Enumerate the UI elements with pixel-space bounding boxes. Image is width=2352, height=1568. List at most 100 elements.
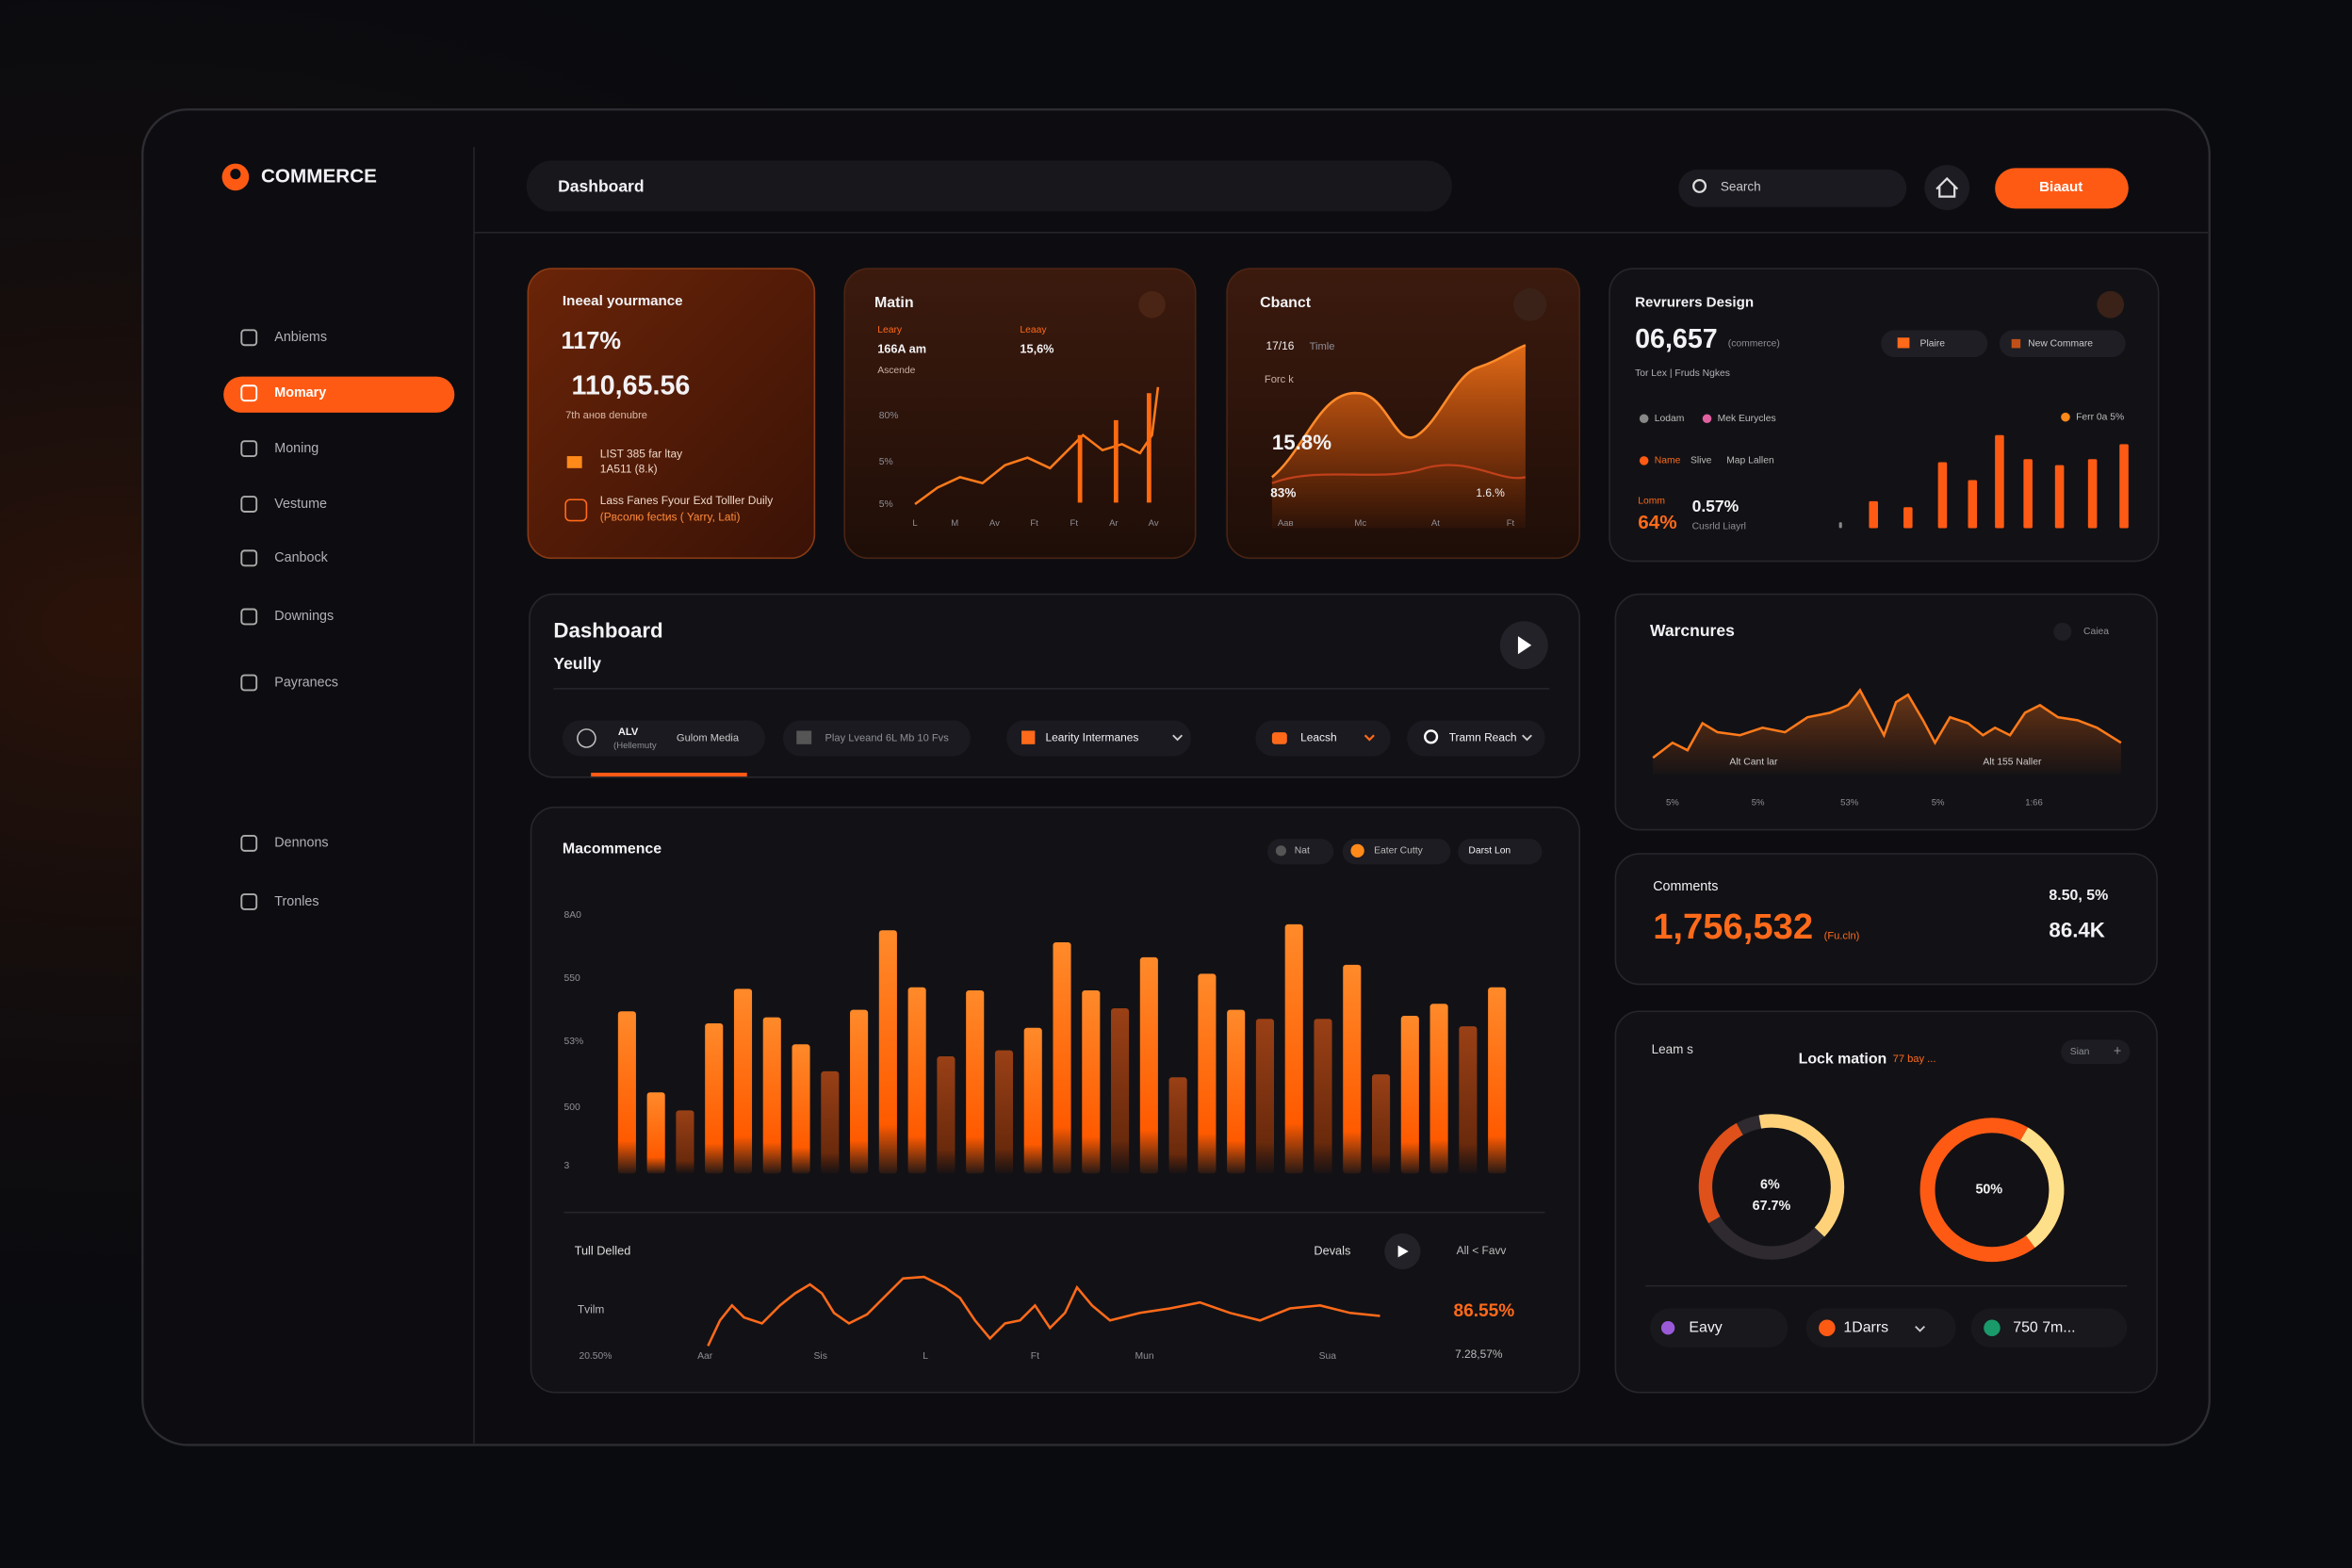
bar [1838, 522, 1842, 529]
bar [1023, 1027, 1042, 1174]
label: Av [989, 518, 1000, 529]
search-icon [1692, 178, 1707, 193]
label: Sis [814, 1351, 827, 1362]
label: All < Favv [1457, 1244, 1507, 1257]
legend-chip[interactable] [1805, 1308, 1956, 1348]
icon [577, 728, 596, 748]
label: Forc k [1265, 374, 1294, 385]
filter-chip[interactable] [1006, 720, 1191, 757]
bar [1459, 1026, 1478, 1174]
area-line [1652, 688, 2122, 760]
label: 5% [879, 499, 893, 510]
filter-chip[interactable] [782, 720, 971, 757]
chip[interactable] [1881, 330, 1988, 357]
bar [1139, 956, 1158, 1174]
label: Cusrld Liayrl [1692, 522, 1746, 532]
label: 5% [1666, 797, 1679, 808]
home-icon [1936, 176, 1959, 198]
filter-chip[interactable] [562, 720, 765, 757]
legend-chip[interactable] [1650, 1308, 1788, 1348]
area-line [1271, 344, 1527, 479]
bar [2054, 465, 2065, 529]
label: 166A am [877, 341, 926, 355]
label: 8A0 [564, 910, 582, 921]
chip[interactable] [2061, 1039, 2131, 1064]
label: Ineeal yourmance [563, 293, 683, 309]
label: 117% [561, 328, 621, 354]
spikes [1077, 393, 1152, 503]
tab-indicator [591, 773, 747, 777]
label: 1,756,532 [1653, 906, 1813, 947]
label: Ascende [877, 366, 915, 376]
search-box[interactable] [1678, 169, 1907, 207]
area-chart [1653, 690, 2121, 775]
label: Matin [874, 295, 914, 311]
card [1614, 853, 2158, 986]
home-button[interactable] [1924, 165, 1970, 210]
primary-button[interactable] [1995, 168, 2129, 209]
label: 5% [1932, 797, 1945, 808]
filter-chip[interactable] [1255, 720, 1391, 757]
bar [878, 930, 897, 1174]
card [843, 268, 1197, 560]
label: At [1431, 518, 1440, 529]
legend-dot [1984, 1319, 2001, 1336]
bar [1082, 989, 1101, 1174]
label: 7th aнов denubre [565, 410, 647, 421]
chip[interactable] [1999, 330, 2126, 357]
bar [1488, 987, 1507, 1174]
label: 1Darrs [1843, 1319, 1888, 1335]
label: 67.7% [1753, 1199, 1791, 1214]
nav-item: Moning [274, 441, 318, 456]
caret [1364, 734, 1375, 742]
icon [796, 730, 812, 744]
label: L [912, 518, 917, 529]
nav-item: Dennons [274, 836, 328, 851]
nav-icon [240, 329, 258, 347]
nav-icon [240, 834, 258, 852]
label: 500 [564, 1102, 580, 1113]
bar [1053, 941, 1071, 1174]
label: 77 bay ... [1893, 1054, 1936, 1065]
label: Lodam [1655, 414, 1685, 424]
bar [792, 1044, 810, 1174]
legend-chip[interactable] [1970, 1308, 2128, 1348]
icon [1897, 337, 1910, 349]
nav-active[interactable] [223, 376, 455, 413]
label: Tull Delled [575, 1243, 631, 1257]
label: (Рвсолю fectиs ( Yarry, Lati) [600, 511, 741, 524]
donut-arc [1698, 1114, 1845, 1260]
card [1614, 1010, 2158, 1394]
label: Lass Fanes Fyour Exd Tolller Duily [600, 494, 774, 507]
play-icon [1517, 636, 1532, 655]
filter-chip[interactable] [1407, 720, 1545, 757]
label: 64% [1638, 512, 1676, 533]
icon-button[interactable] [2097, 290, 2125, 318]
bar [1314, 1019, 1332, 1174]
label: 750 7m... [2013, 1319, 2075, 1335]
chip[interactable] [1458, 839, 1543, 865]
bar [937, 1056, 956, 1174]
icon [1271, 732, 1287, 744]
label: ALV [618, 727, 639, 738]
label: Learity Intermanes [1046, 731, 1139, 744]
bar [676, 1110, 694, 1174]
label: (Hellemuty [613, 741, 657, 751]
label: Warcnures [1650, 621, 1735, 640]
chip[interactable] [1267, 839, 1334, 865]
icon-button[interactable] [1138, 290, 1166, 318]
label: Revrurers Design [1635, 295, 1754, 311]
icon-button[interactable] [1513, 287, 1547, 321]
label: 1A511 (8.k) [600, 463, 658, 476]
label: Eater Cutty [1374, 846, 1423, 857]
bar [994, 1050, 1014, 1174]
chip[interactable] [1342, 839, 1451, 865]
card [527, 268, 816, 560]
label: Tramn Reach [1449, 731, 1517, 744]
icon [1021, 730, 1036, 744]
label: Ft [1030, 518, 1038, 529]
icon [2011, 338, 2021, 349]
plus: + [2114, 1044, 2121, 1059]
icon-button[interactable] [2053, 622, 2072, 641]
